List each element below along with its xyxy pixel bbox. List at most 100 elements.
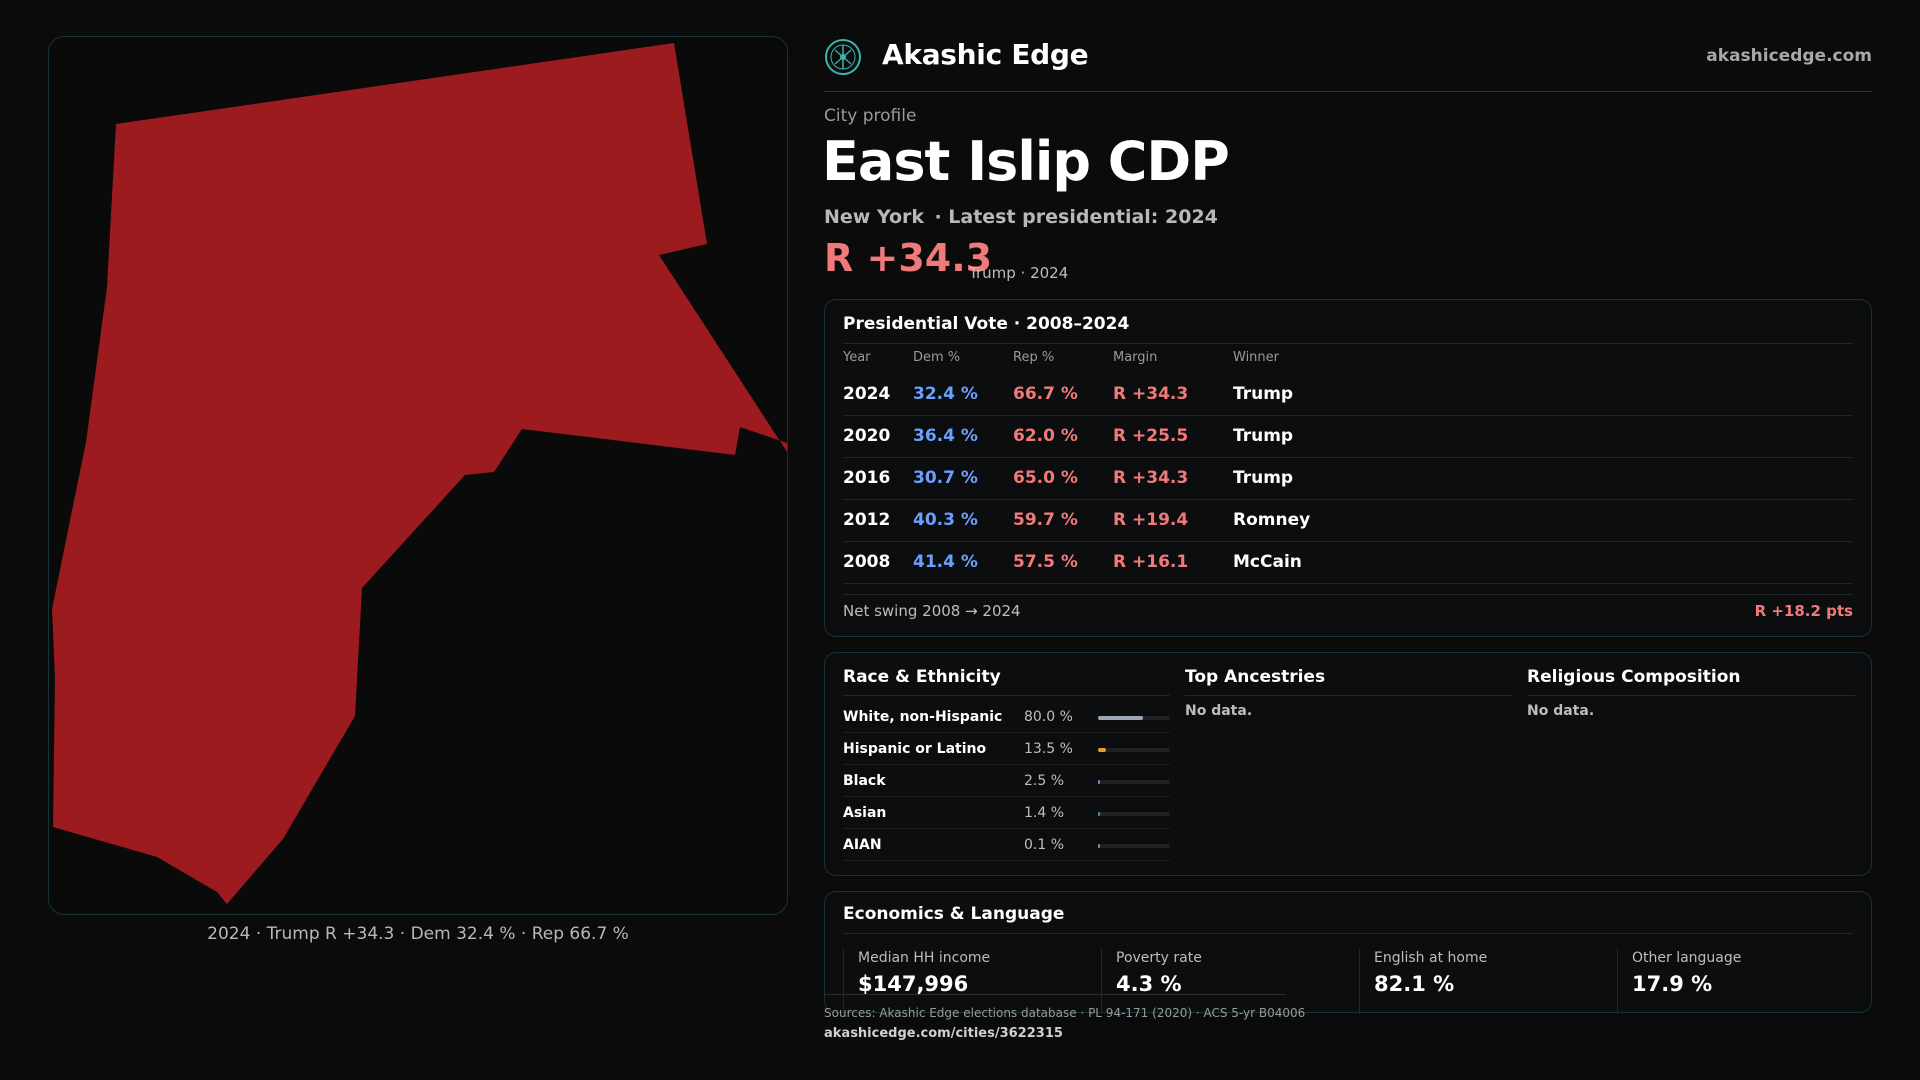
headline-margin: R +34.3 bbox=[824, 236, 993, 280]
stat-english-at-home: English at home 82.1 % bbox=[1359, 948, 1617, 1014]
stat-median-income: Median HH income $147,996 bbox=[843, 948, 1101, 1014]
stat-label: Poverty rate bbox=[1116, 950, 1202, 966]
cell-dem: 40.3 % bbox=[913, 510, 978, 530]
cell-margin: R +16.1 bbox=[1113, 552, 1189, 572]
cell-year: 2012 bbox=[843, 510, 891, 530]
cell-year: 2008 bbox=[843, 552, 891, 572]
race-bar-fill bbox=[1098, 748, 1106, 752]
cell-dem: 36.4 % bbox=[913, 426, 978, 446]
race-bar-fill bbox=[1098, 844, 1100, 848]
cell-margin: R +34.3 bbox=[1113, 468, 1189, 488]
cell-year: 2020 bbox=[843, 426, 891, 446]
race-bar-track bbox=[1098, 844, 1170, 848]
stat-value: 17.9 % bbox=[1632, 972, 1713, 996]
city-boundary-map bbox=[52, 43, 787, 904]
card-title: Presidential Vote · 2008–2024 bbox=[843, 314, 1130, 334]
divider bbox=[843, 695, 1170, 696]
cell-winner: McCain bbox=[1233, 552, 1302, 572]
map-caption: 2024 · Trump R +34.3 · Dem 32.4 % · Rep … bbox=[207, 924, 629, 944]
race-percent: 0.1 % bbox=[1024, 837, 1065, 853]
cell-rep: 66.7 % bbox=[1013, 384, 1078, 404]
race-row: White, non-Hispanic 80.0 % bbox=[843, 701, 1170, 733]
stat-label: Other language bbox=[1632, 950, 1742, 966]
race-bar-fill bbox=[1098, 716, 1143, 720]
race-label: AIAN bbox=[843, 837, 882, 853]
cell-dem: 32.4 % bbox=[913, 384, 978, 404]
column-header-dem: Dem % bbox=[913, 350, 961, 365]
city-boundary-shape bbox=[52, 43, 787, 904]
divider bbox=[1527, 695, 1855, 696]
race-percent: 80.0 % bbox=[1024, 709, 1073, 725]
stat-label: English at home bbox=[1374, 950, 1488, 966]
divider bbox=[843, 933, 1853, 934]
map-panel bbox=[48, 36, 788, 915]
race-row: Asian 1.4 % bbox=[843, 797, 1170, 829]
cell-margin: R +19.4 bbox=[1113, 510, 1189, 530]
column-header-rep: Rep % bbox=[1013, 350, 1055, 365]
page-kicker: City profile bbox=[824, 106, 917, 126]
race-label: Black bbox=[843, 773, 886, 789]
table-row: 2020 36.4 % 62.0 % R +25.5 Trump bbox=[843, 416, 1853, 458]
race-bar-track bbox=[1098, 812, 1170, 816]
cell-rep: 65.0 % bbox=[1013, 468, 1078, 488]
empty-state: No data. bbox=[1185, 703, 1253, 719]
race-bar-fill bbox=[1098, 780, 1100, 784]
cell-rep: 57.5 % bbox=[1013, 552, 1078, 572]
demographics-card: Race & Ethnicity White, non-Hispanic 80.… bbox=[824, 652, 1872, 876]
sources-note: Sources: Akashic Edge elections database… bbox=[824, 1006, 1306, 1020]
table-row: 2008 41.4 % 57.5 % R +16.1 McCain bbox=[843, 542, 1853, 584]
race-bar-track bbox=[1098, 716, 1170, 720]
cell-winner: Trump bbox=[1233, 426, 1294, 446]
column-header-winner: Winner bbox=[1233, 350, 1280, 365]
column-header-year: Year bbox=[843, 350, 871, 365]
cell-dem: 41.4 % bbox=[913, 552, 978, 572]
section-title: Top Ancestries bbox=[1185, 667, 1326, 687]
race-bar-track bbox=[1098, 780, 1170, 784]
site-domain-link[interactable]: akashicedge.com bbox=[1706, 46, 1872, 66]
race-label: Hispanic or Latino bbox=[843, 741, 987, 757]
tree-of-life-icon[interactable] bbox=[824, 38, 862, 76]
cell-winner: Trump bbox=[1233, 468, 1294, 488]
brand-name[interactable]: Akashic Edge bbox=[882, 38, 1089, 71]
section-title: Race & Ethnicity bbox=[843, 667, 1001, 687]
cell-winner: Romney bbox=[1233, 510, 1311, 530]
page-url-link[interactable]: akashicedge.com/cities/3622315 bbox=[824, 1026, 1063, 1041]
religious-composition-section: Religious Composition No data. bbox=[1527, 653, 1855, 875]
card-title: Economics & Language bbox=[843, 904, 1065, 924]
divider bbox=[1185, 695, 1512, 696]
stat-poverty-rate: Poverty rate 4.3 % bbox=[1101, 948, 1359, 1014]
divider bbox=[843, 594, 1853, 595]
table-row: 2012 40.3 % 59.7 % R +19.4 Romney bbox=[843, 500, 1853, 542]
race-ethnicity-section: Race & Ethnicity White, non-Hispanic 80.… bbox=[843, 653, 1170, 875]
net-swing-label: Net swing 2008 → 2024 bbox=[843, 602, 1021, 620]
economics-language-card: Economics & Language Median HH income $1… bbox=[824, 891, 1872, 1014]
race-label: White, non-Hispanic bbox=[843, 709, 1003, 725]
race-percent: 2.5 % bbox=[1024, 773, 1065, 789]
divider bbox=[824, 994, 1286, 995]
page-title: East Islip CDP bbox=[822, 130, 1230, 193]
cell-dem: 30.7 % bbox=[913, 468, 978, 488]
stat-value: 4.3 % bbox=[1116, 972, 1182, 996]
race-bar-track bbox=[1098, 748, 1170, 752]
cell-rep: 59.7 % bbox=[1013, 510, 1078, 530]
stat-label: Median HH income bbox=[858, 950, 991, 966]
section-title: Religious Composition bbox=[1527, 667, 1741, 687]
net-swing-value: R +18.2 pts bbox=[1754, 602, 1853, 620]
race-row: Black 2.5 % bbox=[843, 765, 1170, 797]
race-percent: 13.5 % bbox=[1024, 741, 1073, 757]
cell-margin: R +25.5 bbox=[1113, 426, 1189, 446]
empty-state: No data. bbox=[1527, 703, 1595, 719]
presidential-vote-card: Presidential Vote · 2008–2024 Year Dem %… bbox=[824, 299, 1872, 637]
cell-year: 2016 bbox=[843, 468, 891, 488]
divider bbox=[843, 343, 1853, 344]
table-row: 2016 30.7 % 65.0 % R +34.3 Trump bbox=[843, 458, 1853, 500]
race-row: Hispanic or Latino 13.5 % bbox=[843, 733, 1170, 765]
stat-value: $147,996 bbox=[858, 972, 969, 996]
cell-margin: R +34.3 bbox=[1113, 384, 1189, 404]
cell-year: 2024 bbox=[843, 384, 891, 404]
cell-rep: 62.0 % bbox=[1013, 426, 1078, 446]
stat-value: 82.1 % bbox=[1374, 972, 1455, 996]
race-bar-fill bbox=[1098, 812, 1100, 816]
race-label: Asian bbox=[843, 805, 887, 821]
race-percent: 1.4 % bbox=[1024, 805, 1065, 821]
